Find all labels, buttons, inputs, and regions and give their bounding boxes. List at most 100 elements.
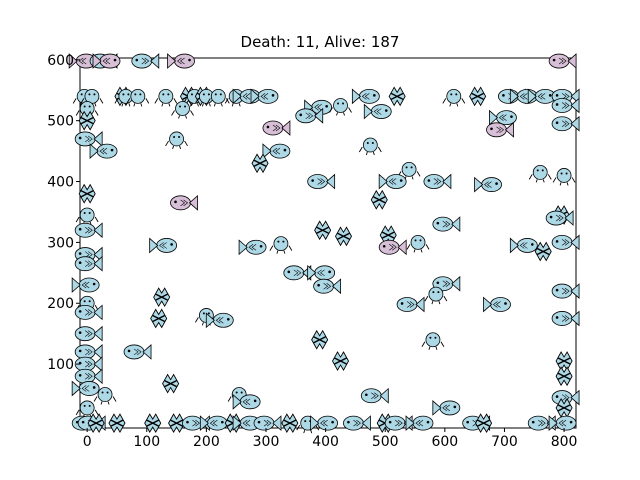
fish-agent <box>205 312 234 329</box>
fish-agent <box>363 103 392 120</box>
fish-agent <box>262 120 291 136</box>
crab-agent <box>269 236 293 254</box>
fish-agent <box>313 278 342 295</box>
fish-agent <box>74 255 103 272</box>
fish-agent <box>71 380 100 397</box>
y-tick-label: 600 <box>47 53 74 69</box>
fish-agent <box>92 53 121 69</box>
agents-layer <box>68 53 580 434</box>
fish-agent <box>310 415 339 432</box>
crab-agent <box>406 234 430 253</box>
fish-agent <box>551 115 580 132</box>
fish-agent <box>396 296 425 313</box>
angler-agent <box>555 351 573 371</box>
crab-agent <box>442 88 466 107</box>
crab-agent <box>206 88 230 107</box>
fish-agent <box>378 239 407 256</box>
fish-agent <box>405 415 434 432</box>
fish-agent <box>432 216 461 233</box>
angler-agent <box>78 110 96 131</box>
fish-agent <box>486 121 514 138</box>
fish-agent <box>432 400 461 416</box>
fish-agent <box>283 264 312 281</box>
fish-agent <box>295 107 324 124</box>
crab-agent <box>154 88 178 107</box>
angler-agent <box>555 398 573 418</box>
x-tick-label: 700 <box>491 434 518 450</box>
fish-agent <box>307 173 336 190</box>
fish-agent <box>123 344 152 360</box>
fish-agent <box>343 415 371 432</box>
angler-agent <box>251 153 269 174</box>
fish-agent <box>545 210 574 226</box>
chart-title: Death: 11, Alive: 187 <box>240 33 400 51</box>
fish-agent <box>232 393 261 410</box>
angler-agent <box>475 413 493 434</box>
fish-agent <box>89 143 118 159</box>
crab-agent <box>75 207 99 226</box>
fish-agent <box>548 415 577 432</box>
crab-agent <box>528 165 552 183</box>
fish-agent <box>378 173 407 190</box>
fish-agent <box>551 234 580 251</box>
fish-agent <box>551 283 580 299</box>
fish-agent <box>71 277 100 293</box>
fish-agent <box>131 53 160 69</box>
crab-agent <box>171 101 194 119</box>
angler-agent <box>78 183 96 204</box>
fish-agent <box>74 325 103 342</box>
angler-agent <box>388 86 406 107</box>
angler-agent <box>162 373 180 394</box>
x-tick-label: 0 <box>83 434 92 450</box>
fish-agent <box>548 53 577 69</box>
fish-agent <box>360 387 389 404</box>
fish-agent <box>509 237 538 254</box>
axis-ticks: 0 100 200 300 400 500 600 700 800 100 200 300 400 500… <box>47 53 577 450</box>
crab-agent <box>424 286 448 305</box>
fish-agent <box>253 415 282 432</box>
x-tick-label: 400 <box>312 434 339 450</box>
angler-agent <box>370 189 388 210</box>
fish-agent <box>551 97 580 114</box>
fish-agent <box>170 194 198 211</box>
fish-agent <box>74 131 103 147</box>
x-tick-label: 200 <box>193 434 220 450</box>
crab-agent <box>421 332 445 350</box>
x-tick-label: 600 <box>431 434 458 450</box>
angler-agent <box>144 413 162 434</box>
angler-agent <box>379 225 397 245</box>
crab-agent <box>329 98 352 116</box>
y-tick-label: 200 <box>47 296 74 312</box>
fish-agent <box>74 356 103 372</box>
fish-agent <box>250 88 279 105</box>
angler-agent <box>108 413 126 434</box>
fish-agent <box>351 88 380 105</box>
angler-agent <box>150 308 168 329</box>
crab-agent <box>397 161 421 180</box>
angler-agent <box>469 86 487 107</box>
fish-agent <box>74 344 103 360</box>
x-tick-label: 500 <box>372 434 399 450</box>
angler-agent <box>281 413 299 434</box>
angler-agent <box>311 329 329 350</box>
fish-agent <box>74 304 103 321</box>
angler-agent <box>153 287 171 308</box>
fish-agent <box>551 310 580 327</box>
crab-agent <box>552 168 576 186</box>
y-tick-label: 100 <box>47 357 74 373</box>
angler-agent <box>334 226 353 247</box>
fish-agent <box>149 237 178 254</box>
fish-agent <box>307 264 336 281</box>
crab-agent <box>358 137 382 156</box>
x-tick-label: 800 <box>551 434 578 450</box>
fish-agent <box>167 53 195 69</box>
angler-agent <box>332 351 350 371</box>
angler-agent <box>555 366 573 387</box>
crab-agent <box>126 88 150 107</box>
crab-agent <box>80 88 104 107</box>
x-tick-label: 300 <box>253 434 280 450</box>
y-tick-label: 400 <box>47 175 74 191</box>
fish-agent <box>474 176 502 193</box>
crab-agent <box>93 387 117 405</box>
